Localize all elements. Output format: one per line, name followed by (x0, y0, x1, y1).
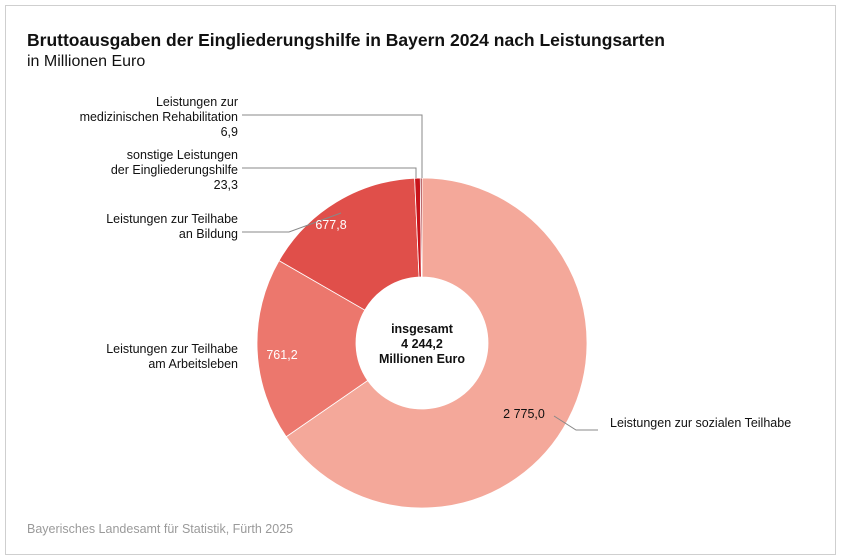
chart-title: Bruttoausgaben der Eingliederungshilfe i… (27, 30, 665, 50)
center-label-2: 4 244,2 (401, 337, 443, 351)
data-label-bildung: 677,8 (315, 218, 346, 232)
chart-subtitle: in Millionen Euro (27, 53, 146, 70)
slice-0 (285, 177, 588, 509)
leader-med (242, 114, 423, 178)
label-med: Leistungen zur medizinischen Rehabilitati… (79, 95, 238, 139)
leader-bildung (242, 212, 342, 233)
label-bildung: Leistungen zur Teilhabe an Bildung (106, 212, 238, 241)
chart-frame: Bruttoausgaben der Eingliederungshilfe i… (5, 5, 836, 555)
donut-chart: 677,8 761,2 2 775,0 insgesamt 4 244,2 Mi… (242, 114, 598, 509)
data-label-sozial: 2 775,0 (503, 407, 545, 421)
slice-4 (419, 177, 423, 278)
leader-lines (242, 114, 598, 431)
data-label-arbeit: 761,2 (266, 348, 297, 362)
source-note: Bayerisches Landesamt für Statistik, Für… (27, 522, 294, 536)
label-sozial: Leistungen zur sozialen Teilhabe (610, 416, 792, 430)
leader-sozial (553, 415, 598, 431)
center-label-3: Millionen Euro (379, 352, 465, 366)
slice-1 (256, 260, 369, 438)
label-sonstige: sonstige Leistungen der Eingliederungshil… (110, 148, 238, 192)
label-arbeit: Leistungen zur Teilhabe am Arbeitsleben (106, 342, 238, 371)
center-label-1: insgesamt (391, 322, 454, 336)
leader-sonstige (242, 167, 417, 178)
